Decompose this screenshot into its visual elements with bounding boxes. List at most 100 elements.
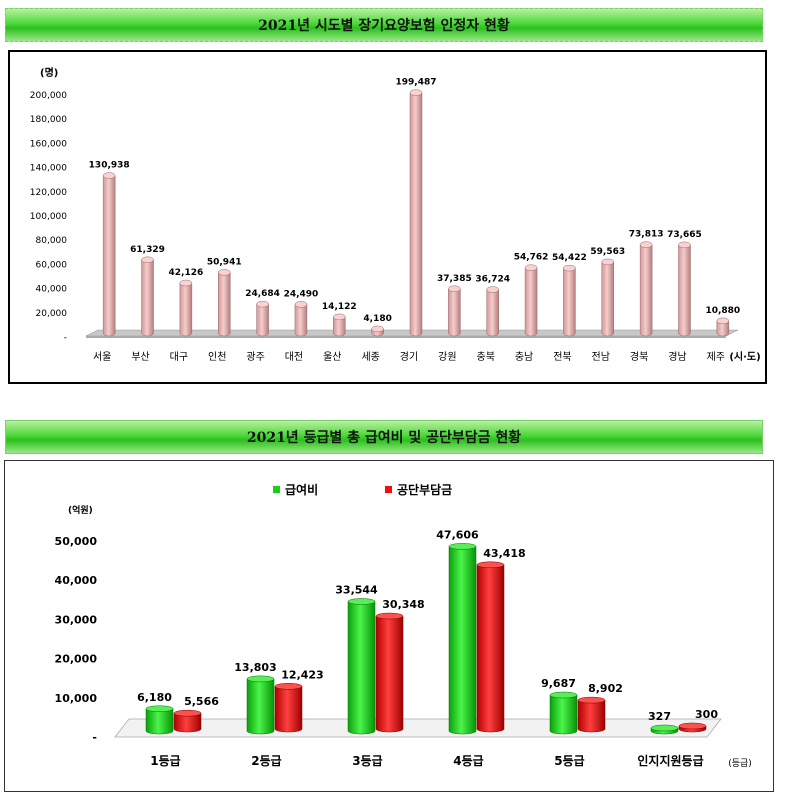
chart1-bar-body (294, 304, 308, 337)
chart1-data-label: 61,329 (130, 245, 165, 255)
chart1-ytick-label: 120,000 (30, 188, 67, 198)
chart1-bar-body (448, 288, 461, 337)
chart2-data-label: 47,606 (436, 528, 479, 541)
chart2-category-label: 1등급 (150, 754, 180, 768)
chart2-legend-label: 급여비 (285, 482, 318, 497)
chart1-bar (294, 301, 308, 337)
chart2-data-label: 43,418 (483, 547, 525, 560)
chart1-bar-body (601, 261, 615, 337)
chart2-bar-cap (145, 705, 174, 713)
chart2-bar-body (476, 564, 505, 733)
chart1-bar-body (102, 175, 116, 337)
chart2-bar-body (375, 615, 404, 733)
chart2-bar-body (347, 601, 376, 735)
chart2-category-label: 3등급 (352, 754, 382, 768)
chart2-bar-cap (173, 709, 202, 717)
chart1-bar-body (524, 267, 538, 337)
chart1-bar-cap (601, 258, 615, 266)
chart1-bar (371, 325, 384, 337)
chart1-data-label: 42,126 (169, 268, 204, 278)
chart2-bar (375, 612, 404, 733)
chart1-bar-cap (563, 264, 576, 272)
chart2-bar (650, 724, 679, 735)
chart1-bar (524, 264, 538, 337)
chart2-bar (448, 543, 477, 735)
chart2-bar-body (274, 686, 303, 733)
chart1-ytick-label: 160,000 (30, 139, 67, 149)
chart2-data-label: 6,180 (137, 691, 172, 704)
chart1-bar (141, 256, 154, 337)
chart1-category-label: 울산 (323, 351, 341, 363)
chart2-ytick-label: 30,000 (55, 613, 98, 626)
chart1-svg: (명) - 20,000 40,000 60,000 80,000 100,000 120,0… (30, 66, 761, 363)
chart2-legend-swatch (273, 486, 280, 493)
chart1-bar-body (217, 272, 231, 337)
chart1-ytick-label: - (64, 333, 67, 343)
chart1-ytick-label: 100,000 (30, 212, 67, 222)
chart2-data-label: 300 (695, 708, 718, 721)
chart1-category-label: 경기 (400, 350, 418, 363)
chart1-category-label: 경남 (668, 350, 686, 363)
chart2-title: 2021년 등급별 총 급여비 및 공단부담금 현황 (246, 430, 522, 446)
chart2-bar-body (145, 708, 174, 735)
chart2-category-label: 4등급 (453, 754, 483, 768)
chart1-data-label: 14,122 (322, 302, 357, 312)
chart2-title-banner: 2021년 등급별 총 급여비 및 공단부담금 현황 (5, 420, 763, 454)
chart2-bar-cap (476, 561, 505, 569)
chart1-bar (601, 258, 615, 337)
chart1-bar-cap (678, 241, 691, 249)
chart2-bar (173, 709, 202, 733)
chart1-title-banner: 2021년 시도별 장기요양보험 인정자 현황 (5, 8, 763, 42)
chart2-bar (577, 696, 606, 733)
chart2-bar (246, 675, 275, 735)
chart1-bar-body (678, 244, 691, 337)
chart2-legend-swatch (385, 486, 392, 493)
chart2-data-label: 33,544 (335, 584, 378, 597)
chart1-bar (256, 300, 269, 337)
chart1-xlabel: (시·도) (729, 351, 760, 363)
chart1-bar (333, 313, 346, 337)
chart1-bar (217, 269, 231, 337)
chart2-data-label: 5,566 (184, 695, 219, 708)
chart1-category-label: 충남 (515, 351, 533, 363)
chart2-data-label: 12,423 (281, 668, 323, 681)
chart1-bar (409, 89, 423, 337)
chart1-data-label: 130,938 (89, 161, 130, 171)
chart1-bar (486, 286, 499, 337)
chart1-category-label: 인천 (208, 351, 226, 363)
chart1-data-label: 10,880 (705, 306, 740, 316)
chart2-bar (145, 705, 174, 735)
chart1-bar-cap (294, 301, 308, 308)
chart2-svg: 급여비 공단부담금 (억원) - 10,000 20,000 30,000 40,000 50,… (55, 482, 752, 769)
chart2-data-label: 30,348 (382, 598, 424, 611)
chart1-bar-cap (217, 269, 231, 276)
chart1-category-label: 전북 (553, 351, 571, 363)
chart1-ytick-label: 60,000 (36, 260, 68, 270)
chart1-ylabel: (명) (40, 66, 58, 79)
chart1-bar-body (141, 259, 154, 337)
chart1-bar (716, 317, 730, 337)
chart1-bar-cap (371, 325, 384, 333)
chart2-bar-cap (375, 612, 404, 620)
chart2-bar-cap (274, 683, 303, 690)
chart1-ytick-label: 40,000 (36, 285, 68, 295)
chart2-ytick-label: 40,000 (55, 574, 98, 587)
chart1-data-label: 54,422 (552, 253, 587, 263)
chart2-ytick-label: 10,000 (55, 692, 98, 705)
chart2-bar-body (173, 712, 202, 733)
chart1-bar (179, 279, 193, 337)
chart1-ytick-label: 80,000 (36, 236, 68, 246)
chart2-bar-cap (549, 691, 578, 699)
chart1-category-label: 세종 (361, 351, 379, 363)
chart1-bar (448, 285, 461, 337)
chart1-ytick-label: 20,000 (36, 309, 68, 319)
chart1-data-label: 24,684 (245, 289, 280, 299)
chart1-data-label: 37,385 (437, 274, 472, 284)
chart2-data-label: 327 (648, 710, 671, 723)
chart2-bar-cap (347, 598, 376, 605)
chart2-panel: 급여비 공단부담금 (억원) - 10,000 20,000 30,000 40,000 50,… (4, 460, 774, 792)
chart1-bar-body (486, 289, 499, 337)
chart2-bar-cap (577, 696, 606, 704)
chart1-data-label: 73,813 (629, 230, 664, 240)
chart2-data-label: 8,902 (588, 682, 623, 695)
